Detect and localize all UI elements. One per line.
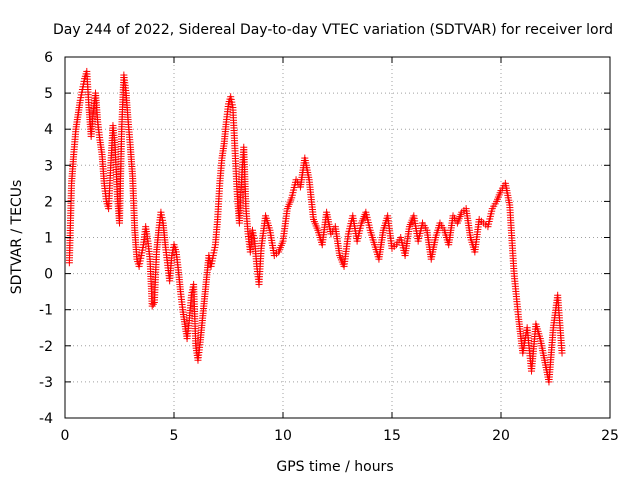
- x-axis-label: GPS time / hours: [276, 459, 393, 475]
- x-tick-label: 15: [383, 428, 401, 444]
- axes-ticks: 0 5 10 15 20 25 -4 -3 -2 -1 0 1 2 3 4 5 6: [39, 50, 619, 444]
- y-tick-label: -3: [39, 375, 53, 391]
- y-tick-label: 5: [44, 86, 53, 102]
- y-tick-label: -4: [39, 411, 53, 427]
- chart-title: Day 244 of 2022, Sidereal Day-to-day VTE…: [53, 22, 613, 38]
- y-tick-label: 6: [44, 50, 53, 66]
- data-series: [65, 67, 566, 386]
- data-point: [558, 349, 566, 357]
- x-tick-label: 25: [601, 428, 619, 444]
- y-tick-label: 1: [44, 231, 53, 247]
- y-tick-label: 3: [44, 158, 53, 174]
- y-tick-label: 4: [44, 122, 53, 138]
- y-tick-label: -1: [39, 303, 53, 319]
- data-point-fill: [149, 300, 157, 308]
- y-tick-label: -2: [39, 339, 53, 355]
- y-tick-label: 2: [44, 194, 53, 210]
- x-tick-label: 20: [492, 428, 510, 444]
- y-tick-label: 0: [44, 267, 53, 283]
- y-axis-label: SDTVAR / TECUs: [9, 180, 25, 295]
- x-tick-label: 5: [170, 428, 179, 444]
- data-point: [148, 302, 156, 310]
- x-tick-label: 10: [274, 428, 292, 444]
- x-tick-label: 0: [61, 428, 70, 444]
